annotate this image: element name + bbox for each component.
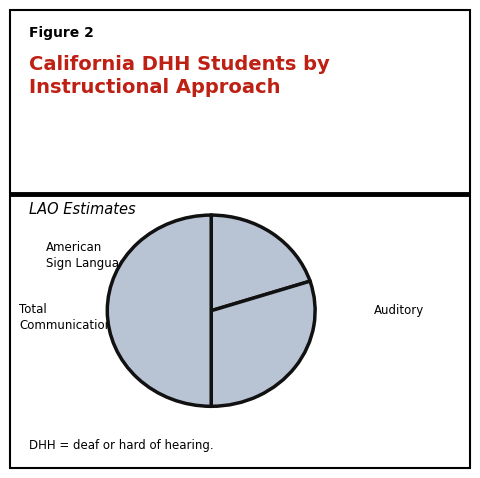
Text: Figure 2: Figure 2 <box>29 26 94 40</box>
Text: LAO Estimates: LAO Estimates <box>29 202 135 217</box>
Text: DHH = deaf or hard of hearing.: DHH = deaf or hard of hearing. <box>29 439 214 452</box>
Text: Auditory: Auditory <box>374 304 425 317</box>
Wedge shape <box>211 281 315 406</box>
Text: American
Sign Language: American Sign Language <box>46 241 133 271</box>
Text: Total
Communication: Total Communication <box>19 304 112 332</box>
Wedge shape <box>108 215 211 406</box>
Wedge shape <box>211 215 310 311</box>
Text: California DHH Students by
Instructional Approach: California DHH Students by Instructional… <box>29 55 330 97</box>
